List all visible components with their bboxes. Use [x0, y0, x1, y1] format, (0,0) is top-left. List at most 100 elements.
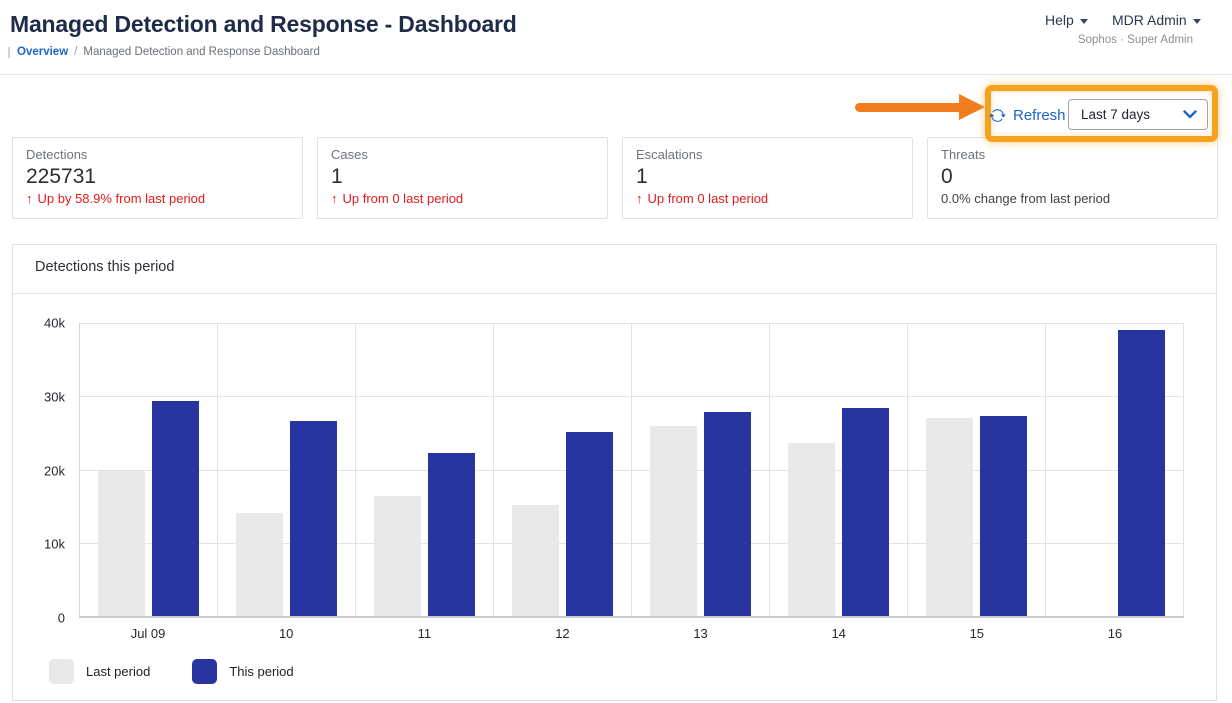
stat-cards-row: Detections 225731 ↑ Up by 58.9% from las… [12, 137, 1218, 219]
breadcrumb-separator: / [74, 46, 78, 58]
stat-label: Threats [941, 147, 986, 162]
gridline [80, 323, 1184, 324]
annotation-arrow-head [959, 94, 985, 120]
bar-this-period-10[interactable] [290, 421, 337, 616]
stat-delta: 0.0% change from last period [941, 191, 1204, 206]
bar-group-12 [494, 323, 632, 616]
stat-label: Detections [26, 147, 88, 162]
stat-card-escalations: Escalations 1 ↑ Up from 0 last period [622, 137, 913, 219]
y-tick-label: 30k [44, 389, 65, 405]
legend-swatch [192, 659, 218, 684]
legend-swatch [49, 659, 74, 684]
legend-label: Last period [86, 664, 151, 679]
help-menu-label: Help [1045, 12, 1074, 28]
bar-this-period-11[interactable] [428, 452, 475, 616]
legend-label: This period [229, 664, 294, 679]
chevron-down-icon [1192, 18, 1201, 24]
gridlines [80, 323, 1184, 616]
stat-value: 0 [941, 165, 953, 188]
bar-last-period-11[interactable] [374, 495, 421, 616]
stat-delta-text: 0.0% change from last period [941, 191, 1111, 206]
up-arrow-icon: ↑ [331, 191, 338, 206]
account-menu[interactable]: MDR Admin [1112, 12, 1201, 28]
chart-header-divider [13, 293, 1216, 294]
x-tick-label: 12 [555, 626, 570, 641]
up-arrow-icon: ↑ [26, 191, 33, 206]
y-tick-label: 20k [44, 463, 65, 478]
up-arrow-icon: ↑ [636, 191, 643, 206]
stat-label: Cases [331, 147, 368, 162]
breadcrumb: Overview / Managed Detection and Respons… [8, 46, 320, 58]
breadcrumb-current: Managed Detection and Response Dashboard [83, 46, 320, 58]
gridline [80, 469, 1184, 471]
stat-card-detections: Detections 225731 ↑ Up by 58.9% from las… [12, 137, 303, 219]
y-tick-label: 0 [57, 610, 65, 626]
bar-group-11 [356, 323, 494, 616]
help-menu[interactable]: Help [1045, 12, 1088, 28]
account-menu-label: MDR Admin [1112, 12, 1187, 28]
period-dropdown[interactable]: Last 7 days [1068, 99, 1208, 130]
bar-last-period-jul-09[interactable] [98, 470, 145, 616]
bar-last-period-14[interactable] [788, 443, 835, 616]
header-divider [0, 74, 1232, 75]
x-axis-labels: Jul 09 10 11 12 13 14 15 16 [79, 626, 1184, 641]
plot-area [79, 323, 1184, 618]
stat-delta: ↑ Up from 0 last period [331, 191, 594, 206]
y-tick-label: 40k [44, 315, 65, 331]
x-tick-label: 14 [831, 626, 846, 641]
refresh-button[interactable]: Refresh [989, 101, 1066, 129]
account-subtitle: Sophos · Super Admin [1077, 34, 1193, 46]
chevron-down-icon [1183, 107, 1197, 122]
stat-value: 1 [331, 165, 343, 188]
bar-this-period-14[interactable] [842, 407, 889, 616]
refresh-button-label: Refresh [1013, 106, 1066, 124]
bar-this-period-16[interactable] [1118, 330, 1165, 616]
bar-group-16 [1046, 323, 1184, 616]
breadcrumb-link-overview[interactable]: Overview [17, 46, 69, 58]
gridline [80, 542, 1184, 544]
stat-value: 225731 [26, 165, 97, 188]
stat-delta-text: Up from 0 last period [647, 191, 769, 206]
chart-title: Detections this period [35, 259, 175, 275]
stat-card-cases: Cases 1 ↑ Up from 0 last period [317, 137, 608, 219]
refresh-icon [989, 107, 1006, 124]
detections-chart-panel: Detections this period 40k 30k 20k 10k 0 Jul… [12, 244, 1217, 701]
gridline [80, 396, 1184, 398]
breadcrumb-tick [8, 46, 10, 58]
bar-this-period-15[interactable] [980, 416, 1027, 616]
legend-item-this-period[interactable]: This period [192, 659, 294, 684]
annotation-arrow-shaft [855, 103, 963, 112]
x-tick-label: 15 [969, 626, 985, 641]
stat-delta: ↑ Up by 58.9% from last period [26, 191, 289, 206]
x-tick-label: Jul 09 [130, 626, 166, 641]
x-tick-label: 10 [278, 626, 294, 641]
x-tick-label: 11 [417, 626, 432, 641]
stat-delta-text: Up by 58.9% from last period [37, 191, 206, 206]
bar-this-period-12[interactable] [566, 432, 613, 616]
bar-last-period-15[interactable] [926, 418, 973, 616]
bar-last-period-13[interactable] [650, 426, 697, 616]
bar-group-jul-09 [80, 323, 218, 616]
stat-card-threats: Threats 0 0.0% change from last period [927, 137, 1218, 219]
bar-group-14 [770, 323, 908, 616]
bar-group-13 [632, 323, 770, 616]
legend-item-last-period[interactable]: Last period [49, 659, 150, 684]
x-tick-label: 16 [1107, 626, 1123, 641]
bar-this-period-13[interactable] [704, 412, 751, 616]
bar-last-period-12[interactable] [512, 504, 559, 616]
chart-legend: Last period This period [49, 659, 294, 684]
stat-value: 1 [636, 165, 648, 188]
stat-delta: ↑ Up from 0 last period [636, 191, 899, 206]
bar-group-15 [908, 323, 1046, 616]
bar-last-period-10[interactable] [236, 513, 283, 616]
x-tick-label: 13 [693, 626, 708, 641]
period-dropdown-value: Last 7 days [1081, 107, 1151, 122]
stat-label: Escalations [636, 147, 703, 162]
page-title: Managed Detection and Response - Dashboa… [10, 11, 517, 37]
bar-group-10 [218, 323, 356, 616]
bar-this-period-jul-09[interactable] [152, 401, 199, 616]
y-axis-labels: 40k 30k 20k 10k 0 [13, 316, 71, 626]
chevron-down-icon [1079, 18, 1088, 24]
y-tick-label: 10k [44, 536, 65, 552]
